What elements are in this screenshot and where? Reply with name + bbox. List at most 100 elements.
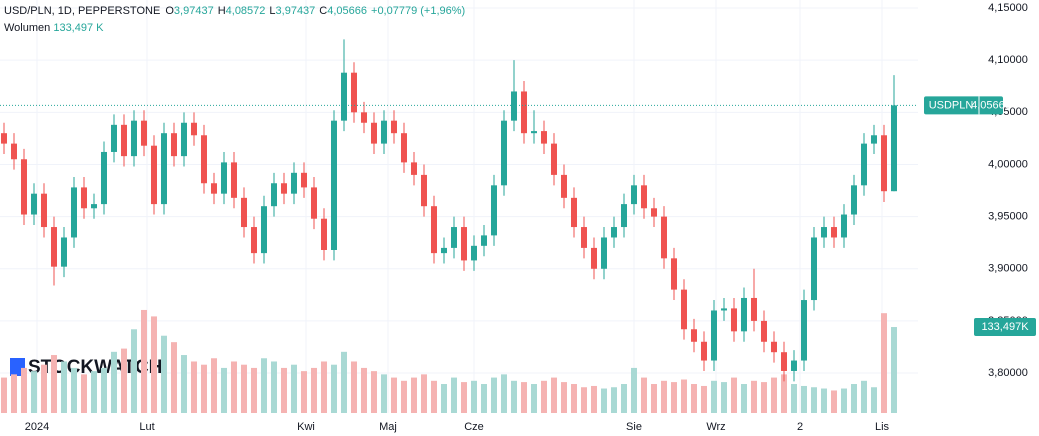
volume-bar bbox=[731, 377, 737, 413]
candle-body bbox=[841, 214, 847, 238]
volume-bar bbox=[661, 380, 667, 413]
volume-bar bbox=[311, 367, 317, 413]
volume-bar bbox=[871, 387, 877, 413]
candle-body bbox=[241, 197, 247, 228]
y-tick-label: 4,10000 bbox=[988, 54, 1028, 66]
candle-body bbox=[561, 174, 567, 198]
volume-bar bbox=[81, 374, 87, 413]
volume-bar bbox=[101, 367, 107, 413]
volume-bar bbox=[71, 367, 77, 413]
candle-body bbox=[441, 247, 447, 254]
candle-body bbox=[51, 227, 57, 267]
volume-badge bbox=[974, 318, 1036, 337]
chart-title: USD/PLN, 1D, PEPPERSTONE bbox=[4, 5, 161, 17]
candle-body bbox=[681, 289, 687, 330]
candle-body bbox=[711, 310, 717, 361]
candle-body bbox=[201, 135, 207, 184]
candle-body bbox=[581, 227, 587, 248]
candle-body bbox=[221, 162, 227, 194]
volume-bar bbox=[201, 364, 207, 413]
candle-body bbox=[191, 122, 197, 136]
candle-body bbox=[791, 360, 797, 371]
volume-bar bbox=[341, 351, 347, 413]
volume-bar bbox=[321, 361, 327, 413]
volume-bar bbox=[431, 380, 437, 413]
volume-bar bbox=[511, 380, 517, 413]
x-tick-label: 2 bbox=[797, 421, 803, 433]
candle-body bbox=[361, 112, 367, 123]
candle-body bbox=[101, 151, 107, 205]
candle-body bbox=[871, 135, 877, 144]
legend: USD/PLN, 1D, PEPPERSTONE O3,97437 H4,0857… bbox=[4, 3, 465, 37]
volume-title: Wolumen bbox=[4, 22, 51, 34]
candle-body bbox=[751, 297, 757, 321]
candle-body bbox=[391, 120, 397, 134]
x-tick-label: Cze bbox=[464, 421, 484, 433]
volume-bar bbox=[91, 371, 97, 413]
candle-body bbox=[331, 120, 337, 250]
price-badge-symbol: USDPLN bbox=[929, 99, 974, 111]
volume-bar bbox=[531, 384, 537, 413]
candle-body bbox=[851, 185, 857, 215]
candle-body bbox=[401, 133, 407, 163]
y-tick-label: 4,00000 bbox=[988, 158, 1028, 170]
volume-bar bbox=[61, 361, 67, 413]
volume-bar bbox=[351, 361, 357, 413]
candle-body bbox=[641, 185, 647, 209]
candle-body bbox=[721, 308, 727, 311]
volume-bar bbox=[191, 361, 197, 413]
volume-bar bbox=[581, 387, 587, 413]
volume-bar bbox=[261, 358, 267, 413]
candle-body bbox=[421, 174, 427, 207]
ohlc-value: 3,97437 bbox=[173, 5, 214, 17]
candle-body bbox=[551, 143, 557, 175]
candle-body bbox=[881, 135, 887, 192]
volume-bar bbox=[701, 385, 707, 413]
volume-bar bbox=[841, 388, 847, 413]
candle-body bbox=[611, 227, 617, 238]
candle-body bbox=[111, 124, 117, 152]
volume-bar bbox=[51, 355, 57, 413]
x-tick-label: Kwi bbox=[297, 421, 315, 433]
candle-body bbox=[211, 183, 217, 194]
candle-body bbox=[321, 218, 327, 250]
price-badge-value: 4,05666 bbox=[971, 99, 1011, 111]
candle-body bbox=[41, 193, 47, 228]
volume-bar bbox=[771, 377, 777, 413]
volume-bar bbox=[671, 382, 677, 413]
volume-bar bbox=[761, 382, 767, 413]
volume-badge-value: 133,497K bbox=[981, 321, 1029, 333]
volume-bar bbox=[471, 380, 477, 413]
volume-bar bbox=[421, 374, 427, 413]
ohlc-value: 4,05666 bbox=[327, 5, 368, 17]
volume-bar bbox=[681, 379, 687, 413]
volume-bar bbox=[161, 335, 167, 413]
volume-bar bbox=[711, 380, 717, 413]
volume-bar bbox=[461, 382, 467, 413]
candle-body bbox=[171, 133, 177, 157]
candle-body bbox=[351, 72, 357, 113]
candle-body bbox=[501, 120, 507, 186]
candle-body bbox=[861, 143, 867, 186]
volume-bar bbox=[11, 374, 17, 413]
candle-body bbox=[891, 105, 897, 192]
volume-bar bbox=[441, 384, 447, 413]
candle-body bbox=[811, 237, 817, 301]
y-tick-label: 3,95000 bbox=[988, 211, 1028, 223]
volume-bar bbox=[561, 382, 567, 413]
ohlc-value: +0,07779 (+1,96%) bbox=[371, 5, 466, 17]
x-tick-label: 2024 bbox=[25, 421, 49, 433]
candle-body bbox=[161, 133, 167, 205]
volume-bar bbox=[411, 377, 417, 413]
volume-bar bbox=[181, 355, 187, 413]
candle-body bbox=[701, 341, 707, 361]
x-tick-label: Lut bbox=[139, 421, 154, 433]
volume-bar bbox=[551, 377, 557, 413]
candle-body bbox=[371, 122, 377, 144]
candle-body bbox=[301, 172, 307, 188]
candle-body bbox=[341, 72, 347, 121]
volume-bar bbox=[21, 367, 27, 413]
volume-bar bbox=[611, 387, 617, 413]
candle-body bbox=[1, 133, 7, 144]
ohlc-key: H bbox=[217, 5, 226, 17]
